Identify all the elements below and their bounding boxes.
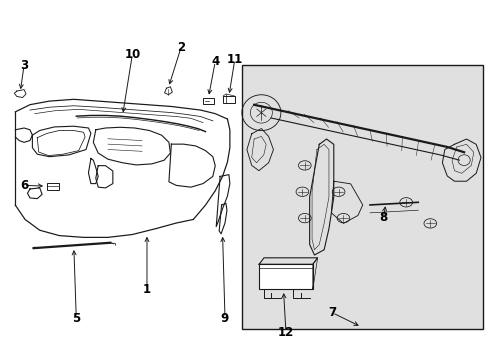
Text: 5: 5 xyxy=(72,311,80,325)
Bar xyxy=(223,96,234,103)
Text: 4: 4 xyxy=(211,55,219,68)
Text: 8: 8 xyxy=(379,211,387,224)
Text: 3: 3 xyxy=(20,59,28,72)
Text: 9: 9 xyxy=(221,311,229,325)
Text: 7: 7 xyxy=(327,306,336,319)
Bar xyxy=(47,183,59,190)
Text: 2: 2 xyxy=(177,41,185,54)
Text: 11: 11 xyxy=(226,53,243,66)
Bar xyxy=(242,65,483,329)
Text: 6: 6 xyxy=(20,179,28,192)
Text: 10: 10 xyxy=(124,48,140,61)
Text: 1: 1 xyxy=(142,283,151,296)
Bar xyxy=(203,98,213,104)
Text: 12: 12 xyxy=(277,326,293,339)
Bar xyxy=(259,264,312,289)
